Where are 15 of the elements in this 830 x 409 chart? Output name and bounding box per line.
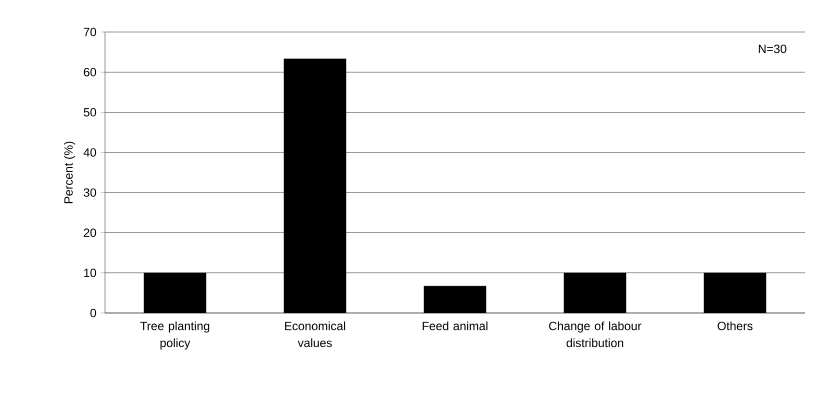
y-tick-label: 60 xyxy=(84,68,96,76)
y-axis-title: Percent (%) xyxy=(64,142,76,204)
x-tick-label: Economical values xyxy=(285,321,346,348)
y-tick-label: 30 xyxy=(84,188,96,197)
x-tick-label: Feed animal xyxy=(422,321,488,330)
x-tick-label: Change of labour distribution xyxy=(549,321,642,348)
annotation: N=30 xyxy=(758,44,786,54)
y-tick-label: 0 xyxy=(90,308,96,318)
y-tick-label: 10 xyxy=(84,268,96,278)
x-tick-label: Others xyxy=(718,321,753,330)
y-tick-label: 20 xyxy=(84,228,96,237)
y-tick-label: 50 xyxy=(84,108,96,117)
y-tick-label: 40 xyxy=(84,148,96,157)
y-tick-label: 70 xyxy=(84,28,96,36)
x-tick-label: Tree planting policy xyxy=(140,321,210,350)
